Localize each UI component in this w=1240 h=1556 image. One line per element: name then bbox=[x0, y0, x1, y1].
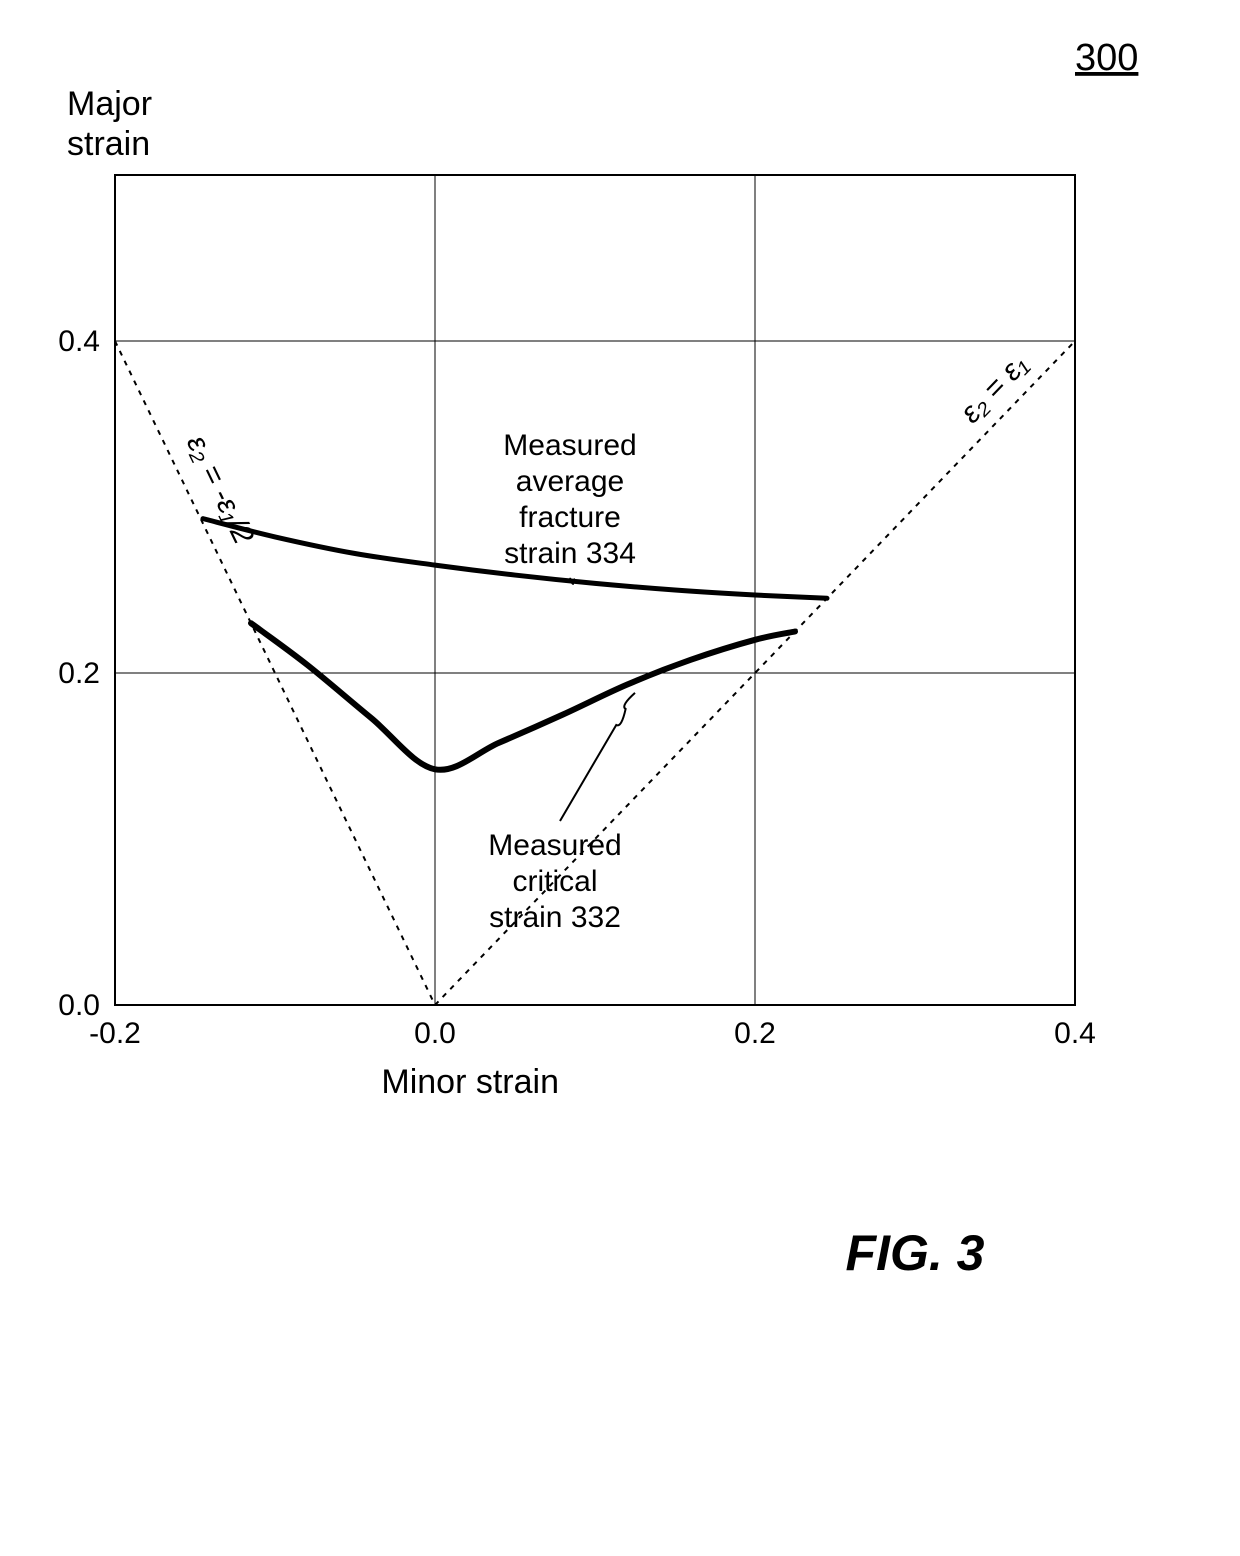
x-tick-label: 0.0 bbox=[414, 1017, 456, 1050]
figure-number: 300 bbox=[1075, 37, 1138, 79]
x-axis-title: Minor strain bbox=[381, 1063, 559, 1101]
y-tick-label: 0.2 bbox=[58, 657, 100, 690]
x-tick-label: 0.2 bbox=[734, 1017, 776, 1050]
y-tick-label: 0.0 bbox=[58, 989, 100, 1022]
figure-300: -0.20.00.20.40.00.20.4Minor strainMajors… bbox=[0, 0, 1240, 1556]
figure-caption: FIG. 3 bbox=[846, 1225, 985, 1281]
y-tick-label: 0.4 bbox=[58, 325, 100, 358]
figure-svg: -0.20.00.20.40.00.20.4Minor strainMajors… bbox=[0, 0, 1240, 1556]
x-tick-label: 0.4 bbox=[1054, 1017, 1096, 1050]
